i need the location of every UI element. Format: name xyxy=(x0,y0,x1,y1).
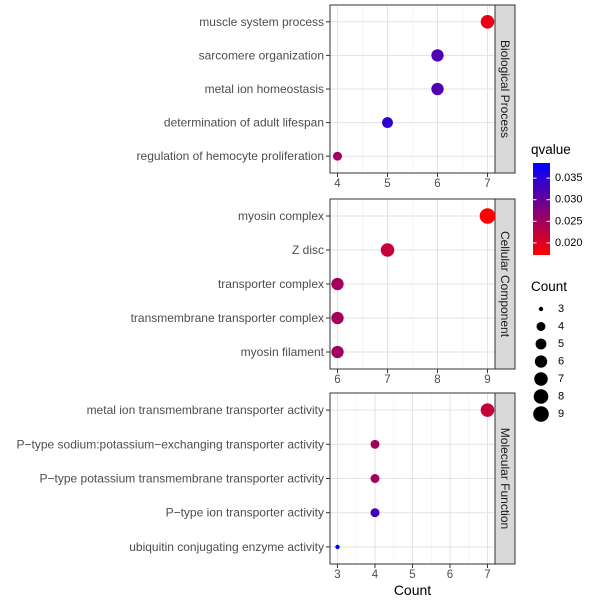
data-point xyxy=(370,508,380,518)
x-axis-title: Count xyxy=(394,582,431,598)
data-point xyxy=(370,439,380,449)
color-legend-label: 0.030 xyxy=(555,194,583,206)
size-legend-key xyxy=(536,322,546,331)
x-tick-label: 6 xyxy=(447,569,453,581)
size-legend-key xyxy=(535,338,547,350)
size-legend-label: 7 xyxy=(558,373,564,385)
category-label: regulation of hemocyte proliferation xyxy=(137,149,324,163)
category-label: sarcomere organization xyxy=(199,48,324,62)
data-point xyxy=(431,49,444,62)
size-legend-key xyxy=(534,372,548,386)
color-legend-bar xyxy=(533,163,550,255)
color-legend-title: qvalue xyxy=(531,142,571,157)
data-point xyxy=(335,544,340,550)
size-legend-label: 4 xyxy=(558,321,564,333)
category-label: myosin filament xyxy=(241,345,325,359)
x-tick-label: 9 xyxy=(484,374,490,386)
x-tick-label: 7 xyxy=(484,178,490,190)
color-legend-label: 0.035 xyxy=(555,172,583,184)
x-tick-label: 5 xyxy=(384,178,390,190)
size-legend-key xyxy=(534,355,548,368)
facet-strip xyxy=(494,392,516,565)
x-tick-label: 8 xyxy=(434,374,440,386)
data-point xyxy=(480,403,495,417)
category-label: metal ion homeostasis xyxy=(205,82,324,96)
category-label: metal ion transmembrane transporter acti… xyxy=(87,403,324,417)
category-label: myosin complex xyxy=(238,209,324,223)
data-point xyxy=(431,82,444,96)
color-legend-label: 0.020 xyxy=(555,237,583,249)
category-label: P−type ion transporter activity xyxy=(166,506,324,520)
data-point xyxy=(331,311,344,325)
data-point xyxy=(331,345,344,359)
x-tick-label: 7 xyxy=(484,569,490,581)
size-legend-key xyxy=(533,406,549,422)
size-legend-label: 9 xyxy=(558,408,564,420)
size-legend-label: 6 xyxy=(558,356,564,368)
category-label: muscle system process xyxy=(199,15,324,29)
category-label: transmembrane transporter complex xyxy=(131,311,324,325)
x-tick-label: 7 xyxy=(384,374,390,386)
size-legend-title: Count xyxy=(531,279,567,294)
facet-strip-label: Molecular Function xyxy=(498,428,512,529)
data-point xyxy=(479,208,496,224)
x-tick-label: 4 xyxy=(372,569,379,581)
size-legend-label: 5 xyxy=(558,338,564,350)
category-label: Z disc xyxy=(292,243,324,257)
data-point xyxy=(333,151,342,161)
category-label: P−type sodium:potassium−exchanging trans… xyxy=(17,437,325,451)
color-legend-label: 0.025 xyxy=(555,215,583,227)
facet-strip-label: Cellular Component xyxy=(498,231,512,338)
data-point xyxy=(380,243,395,257)
facet-strip xyxy=(494,198,516,370)
x-tick-label: 6 xyxy=(434,178,440,190)
size-legend-key xyxy=(533,389,549,404)
data-point xyxy=(382,117,393,129)
data-point xyxy=(480,15,495,29)
x-tick-label: 4 xyxy=(334,178,341,190)
size-legend-label: 3 xyxy=(558,303,564,315)
category-label: ubiquitin conjugating enzyme activity xyxy=(129,540,324,554)
category-label: determination of adult lifespan xyxy=(164,116,324,130)
x-tick-label: 3 xyxy=(334,569,340,581)
size-legend-label: 8 xyxy=(558,391,564,403)
data-point xyxy=(331,277,344,291)
x-tick-label: 6 xyxy=(334,374,340,386)
size-legend-key xyxy=(538,306,544,312)
facet-strip-label: Biological Process xyxy=(498,40,512,138)
data-point xyxy=(370,474,380,483)
facet-strip xyxy=(494,4,516,174)
x-tick-label: 5 xyxy=(409,569,415,581)
category-label: transporter complex xyxy=(218,277,324,291)
category-label: P−type potassium transmembrane transport… xyxy=(40,472,324,486)
